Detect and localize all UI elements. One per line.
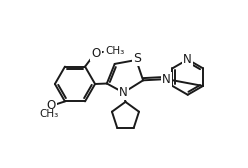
- Text: N: N: [162, 73, 171, 86]
- Text: O: O: [92, 47, 101, 60]
- Text: N: N: [183, 53, 192, 66]
- Text: O: O: [47, 99, 56, 112]
- Text: CH₃: CH₃: [39, 109, 59, 119]
- Text: S: S: [133, 52, 141, 65]
- Text: CH₃: CH₃: [105, 46, 125, 56]
- Text: N: N: [119, 86, 128, 99]
